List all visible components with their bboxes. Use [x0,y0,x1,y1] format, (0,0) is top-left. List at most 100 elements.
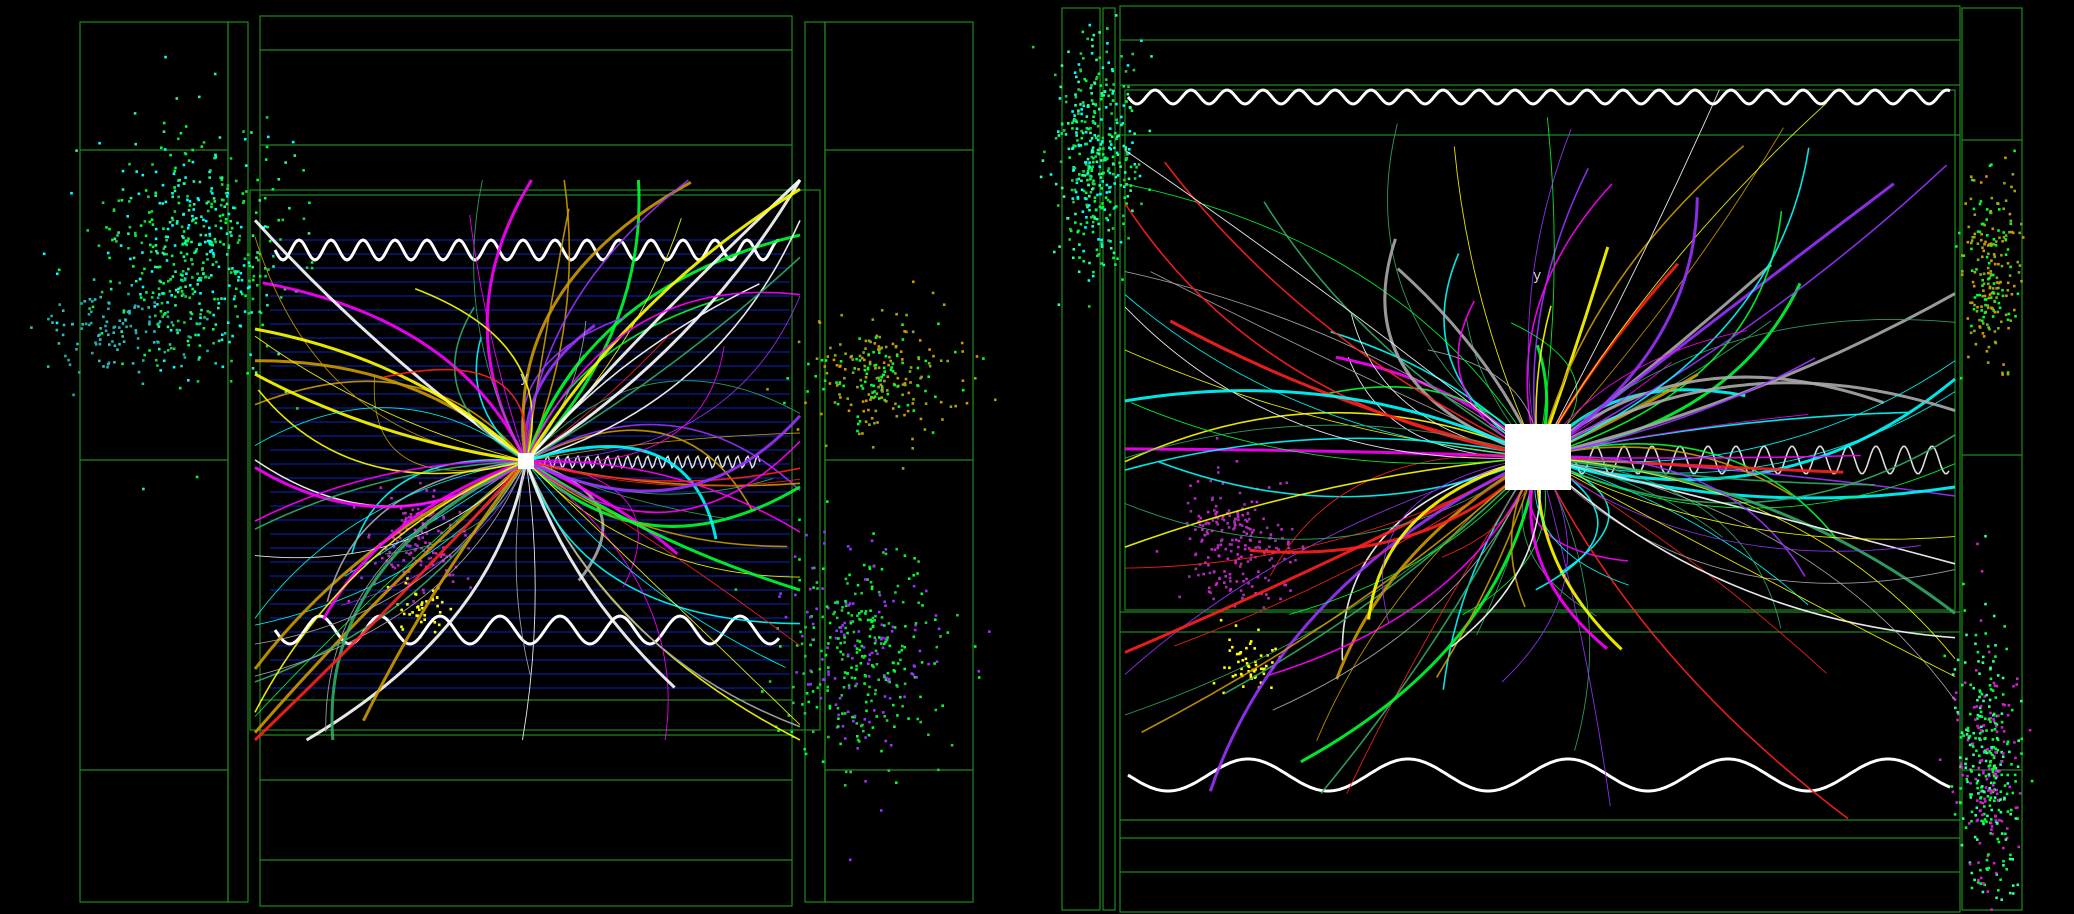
hit [64,354,67,358]
hit [119,244,123,247]
hit [2000,720,2004,724]
hit [887,769,891,772]
hit [1979,796,1983,799]
hit [230,234,233,237]
hit [1287,546,1291,550]
hit [869,580,873,584]
hit [1989,789,1993,792]
hit [1239,589,1243,592]
axis-label-left: y [520,370,528,386]
hit [57,268,61,272]
hit [1973,329,1976,333]
hit [1079,52,1083,55]
hit [1228,666,1231,670]
hit [1078,256,1081,259]
hit [408,613,411,616]
hit [1975,268,1978,271]
hit [1058,245,1061,248]
hit [1237,545,1240,549]
hit [198,95,201,99]
hit [128,225,132,229]
hit [1994,747,1997,751]
hit [2016,292,2020,296]
hit [242,264,246,267]
hit [1978,761,1982,764]
hit [177,287,180,291]
hit [1961,773,1964,777]
hit [1979,238,1983,242]
hit [884,354,888,358]
hit [186,194,189,198]
hit [871,726,875,729]
hit [171,218,175,222]
particle-track [525,354,585,462]
hit [823,530,826,534]
hit [1983,805,1986,808]
hit [838,381,842,384]
hit [1077,270,1081,274]
hit [1150,55,1153,58]
hit [1970,178,1974,182]
hit [117,199,121,202]
hit [891,661,895,664]
hit [150,296,154,299]
hit [258,310,261,314]
hit [1235,652,1239,656]
hit [1092,179,1095,182]
hit [861,387,865,390]
hit [127,247,130,250]
hit [156,265,159,269]
particle-track [330,459,527,741]
hit [212,328,215,331]
particle-track [1537,455,1806,577]
hit [856,415,860,418]
hit [1081,174,1084,177]
hit [923,428,927,431]
hit [1972,753,1975,757]
hit [1205,530,1209,533]
hit [179,286,182,289]
hit [221,213,225,217]
hit [890,630,894,633]
hit [121,188,125,191]
hit [184,125,188,128]
hit [821,567,825,570]
hit [977,670,981,673]
hit [222,243,225,246]
hit [156,296,160,299]
calorimeter-bands-left [270,239,790,689]
hit [1221,515,1225,518]
hit [2018,264,2022,267]
hit [1079,222,1083,226]
hit [2000,750,2003,754]
hit [1969,683,1972,687]
hit [1210,548,1214,551]
hit [137,370,141,374]
hit [99,327,102,330]
hit [1083,120,1087,124]
hit [1233,520,1236,523]
hit [213,237,217,241]
hit [1970,819,1973,823]
hit [836,706,840,710]
hit [1981,813,1984,817]
particle-track [1124,456,1539,548]
detector-outline-right [1061,5,2023,913]
hit [905,313,908,317]
hit [118,326,121,329]
hit [1125,151,1129,155]
hit [827,666,830,669]
hit [927,733,930,737]
hit [874,363,878,367]
hit [1997,808,2001,812]
hit [98,359,101,363]
particle-track [1335,455,1539,680]
hit [374,562,377,565]
hit [949,405,953,408]
hit [1231,538,1234,542]
hit [198,322,202,325]
hit [2004,832,2007,836]
hit [117,231,120,234]
hit [1089,131,1092,135]
hit [1108,186,1111,189]
